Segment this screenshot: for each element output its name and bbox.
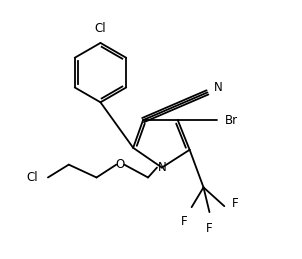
Text: N: N [158,161,166,174]
Text: Cl: Cl [26,171,38,184]
Text: Br: Br [225,114,239,127]
Text: O: O [116,158,125,171]
Text: F: F [232,197,239,210]
Text: N: N [214,81,222,94]
Text: Cl: Cl [95,22,106,35]
Text: F: F [182,215,188,228]
Text: F: F [206,222,213,235]
